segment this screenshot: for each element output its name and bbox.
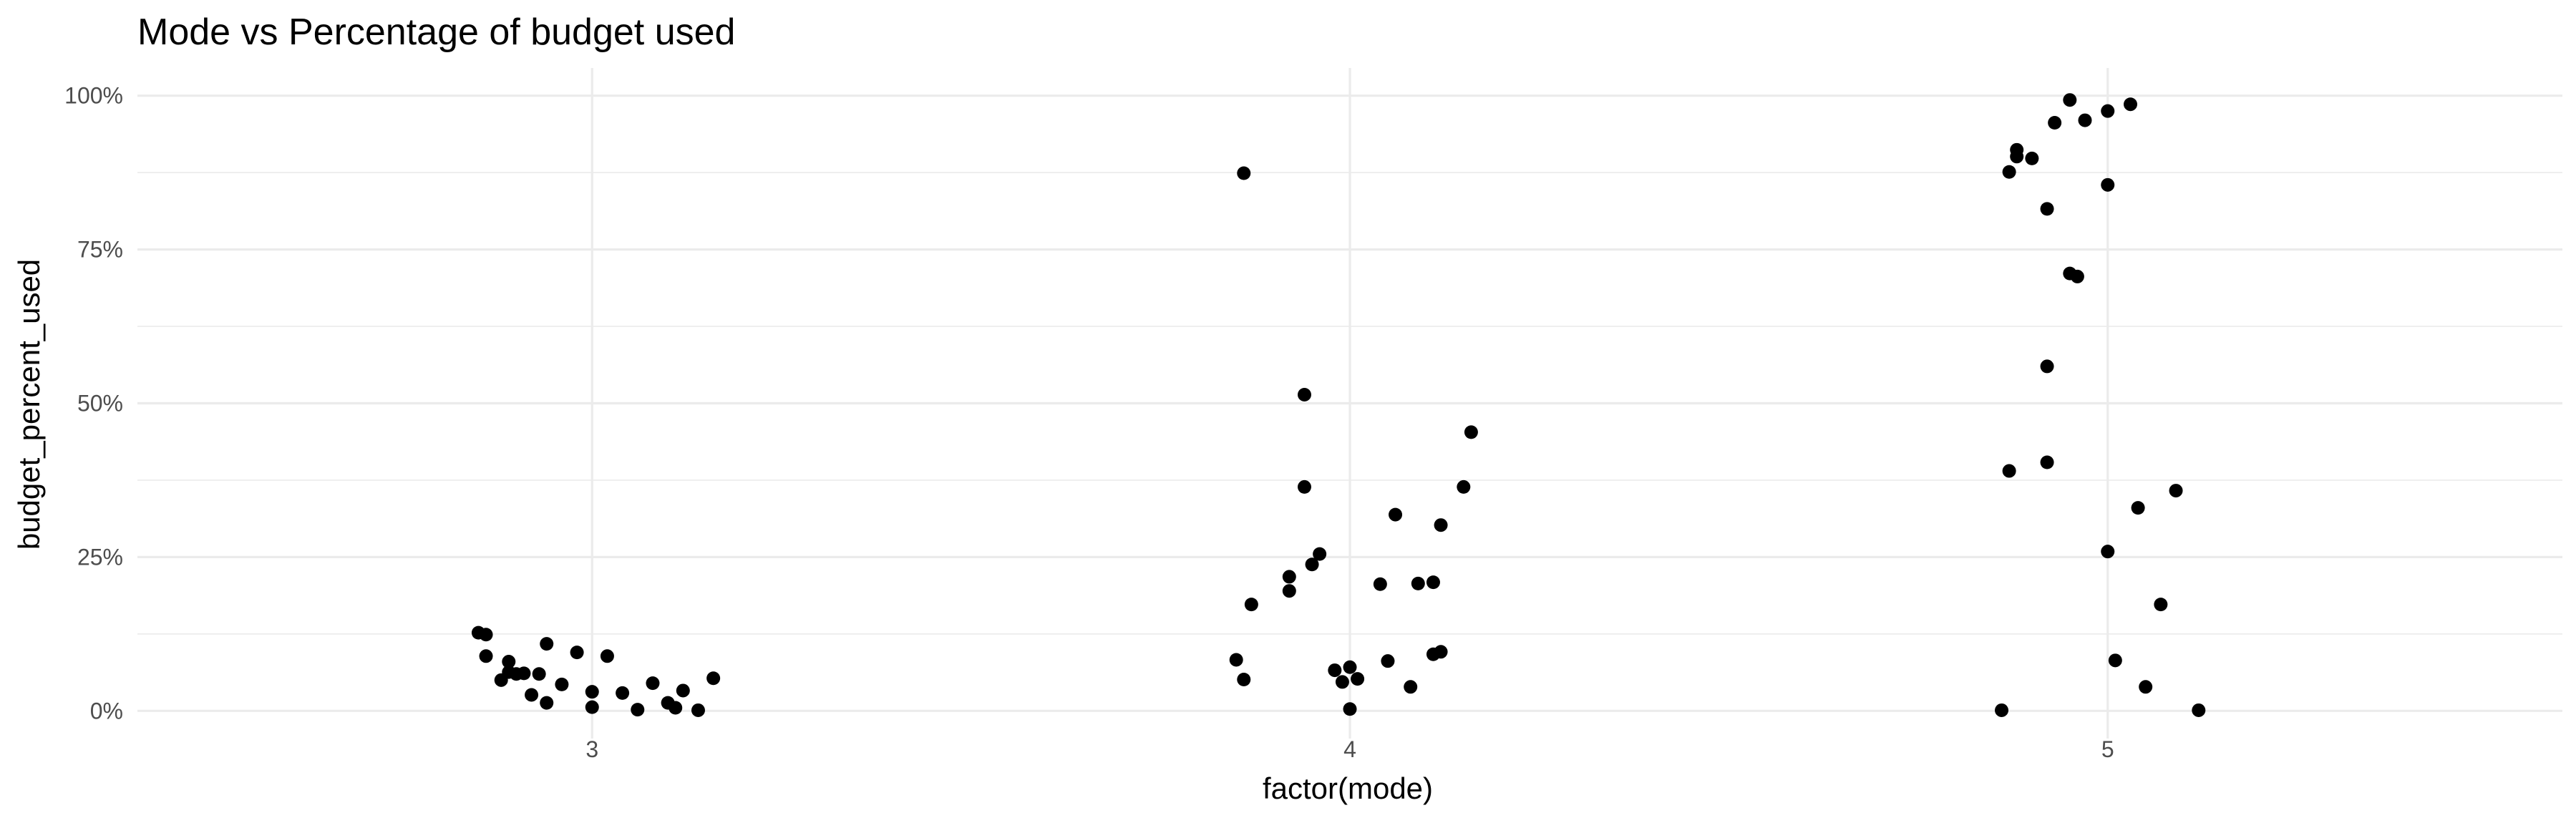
data-point [2154, 598, 2168, 612]
data-point [1426, 575, 1440, 590]
data-point [1434, 645, 1448, 659]
data-point [2124, 97, 2138, 112]
data-point [1464, 425, 1478, 439]
data-point [1381, 654, 1395, 668]
data-point [1457, 479, 1471, 494]
data-point [2025, 151, 2039, 165]
y-axis-title: budget_percent_used [12, 259, 46, 550]
data-point [540, 696, 554, 710]
data-point [1282, 570, 1296, 584]
data-point [555, 677, 569, 691]
data-point [479, 649, 493, 663]
data-point [1343, 702, 1357, 716]
data-point [1297, 479, 1311, 494]
data-point [2078, 113, 2092, 127]
data-point [646, 676, 660, 691]
data-point [2139, 680, 2153, 694]
data-point [2040, 455, 2054, 469]
y-axis-tick-labels: 0% 25% 50% 75% 100% [64, 83, 123, 724]
data-point [1389, 507, 1403, 522]
data-point [2040, 202, 2054, 216]
data-point [706, 671, 721, 686]
data-point [479, 628, 493, 642]
data-point [2101, 177, 2115, 192]
data-point [1328, 663, 1342, 678]
y-tick-label: 50% [77, 391, 123, 417]
data-point [2192, 703, 2206, 717]
data-point [2040, 359, 2054, 374]
data-point [1282, 584, 1296, 598]
data-point [1373, 577, 1387, 591]
data-point [2101, 104, 2115, 118]
data-point [517, 666, 531, 681]
y-tick-label: 25% [77, 544, 123, 570]
data-points [471, 93, 2206, 717]
data-point [525, 688, 539, 702]
data-point [532, 667, 546, 681]
data-point [1229, 653, 1243, 667]
data-point [631, 703, 645, 717]
data-point [676, 683, 690, 698]
y-tick-label: 100% [64, 83, 123, 109]
data-point [1297, 387, 1311, 401]
data-point [1411, 576, 1425, 590]
data-point [616, 686, 630, 700]
data-point [691, 703, 705, 717]
data-point [1434, 518, 1448, 532]
data-point [585, 700, 599, 714]
data-point [494, 673, 508, 687]
data-point [2002, 464, 2016, 478]
x-axis-title: factor(mode) [1263, 771, 1433, 805]
data-point [2108, 653, 2122, 668]
data-point [600, 649, 614, 663]
y-tick-label: 0% [90, 698, 123, 724]
data-point [1351, 672, 1365, 686]
data-point [2101, 545, 2115, 559]
x-tick-label: 5 [2101, 736, 2114, 762]
y-tick-label: 75% [77, 237, 123, 263]
data-point [1343, 660, 1357, 674]
data-point [585, 685, 599, 699]
data-point [1305, 557, 1319, 572]
data-point [669, 701, 683, 715]
x-tick-label: 3 [585, 736, 598, 762]
data-point [2070, 269, 2084, 283]
data-point [1237, 672, 1251, 686]
data-point [2169, 484, 2183, 498]
data-point [2131, 501, 2145, 515]
data-point [1237, 166, 1251, 180]
x-tick-label: 4 [1343, 736, 1356, 762]
data-point [2002, 165, 2016, 179]
data-point [570, 646, 584, 660]
data-point [540, 637, 554, 651]
data-point [2048, 116, 2062, 130]
data-point [1404, 680, 1418, 694]
x-axis-tick-labels: 3 4 5 [585, 736, 2114, 762]
data-point [502, 655, 516, 669]
data-point [1313, 547, 1327, 561]
data-point [2063, 93, 2077, 107]
data-point [2010, 142, 2024, 157]
data-point [1995, 703, 2009, 717]
data-point [1335, 675, 1349, 689]
chart-title: Mode vs Percentage of budget used [137, 11, 735, 53]
data-point [1244, 598, 1258, 612]
